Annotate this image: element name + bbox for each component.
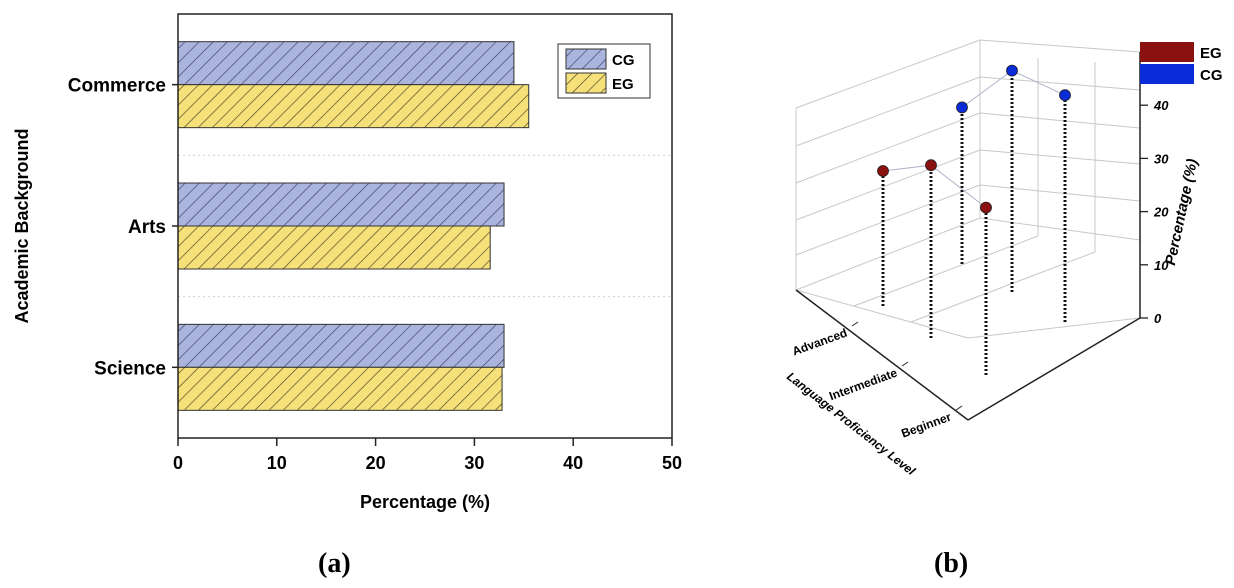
legend: CG EG — [557, 43, 651, 99]
x-axis-ticks: 0 10 20 30 40 50 — [173, 438, 682, 473]
grid-lines — [178, 154, 672, 298]
legend-swatch-cg — [565, 48, 607, 70]
legend-label-cg: CG — [1200, 67, 1223, 84]
chart-a: Science Arts Commerce 0 10 20 30 40 50 Percenta… — [12, 13, 682, 512]
y-axis-ticks: Science Arts Commerce — [68, 76, 178, 379]
x-tick-mark — [851, 321, 859, 327]
legend-label-eg: EG — [612, 76, 634, 93]
bar-eg-commerce — [177, 84, 530, 129]
bar-cg-commerce — [177, 41, 515, 86]
bar-cg-science — [177, 323, 505, 368]
legend-swatch-eg — [565, 72, 607, 94]
y-tick-label: Science — [94, 358, 166, 379]
point-eg-intermediate — [925, 159, 937, 172]
point-cg-beginner — [1059, 89, 1071, 102]
point-eg-advanced — [877, 165, 889, 177]
x-tick-label: Advanced — [790, 326, 849, 359]
x-tick-label: 20 — [366, 453, 386, 473]
panel-label-a: (a) — [318, 548, 351, 579]
y-tick-label: Commerce — [68, 76, 166, 97]
legend-label-cg: CG — [612, 52, 635, 69]
z-tick-label: 0 — [1154, 311, 1162, 326]
y-tick-label: Arts — [128, 217, 166, 238]
bar-eg-arts — [177, 225, 491, 270]
x-tick-label: Beginner — [899, 410, 953, 441]
z-tick-label: 30 — [1154, 151, 1169, 166]
z-tick-label: 40 — [1153, 98, 1169, 113]
x-tick-label: 0 — [173, 453, 183, 473]
series-line-eg — [882, 164, 987, 208]
point-eg-beginner — [980, 201, 992, 214]
data-points — [877, 64, 1071, 214]
x-tick-label: 30 — [464, 453, 484, 473]
x-tick-label: 50 — [662, 453, 682, 473]
x-axis-label: Percentage (%) — [360, 492, 490, 512]
z-tick-label: 10 — [1154, 258, 1169, 273]
y-axis-label: Academic Background — [12, 128, 32, 323]
x-tick-label: 40 — [563, 453, 583, 473]
x-tick-label: Intermediate — [827, 366, 899, 404]
z-tick-label: 20 — [1153, 205, 1169, 220]
bars-group — [177, 41, 530, 411]
legend-label-eg: EG — [1200, 45, 1222, 62]
bar-eg-science — [177, 366, 503, 411]
legend-swatch-eg — [1140, 42, 1194, 62]
x-tick-mark — [901, 361, 909, 367]
point-cg-advanced — [956, 101, 968, 114]
cube-frame — [795, 39, 1141, 339]
point-cg-intermediate — [1006, 64, 1018, 77]
drop-lines — [881, 70, 1067, 375]
x-tick-mark — [955, 405, 963, 411]
x-axis-line — [795, 289, 969, 421]
panel-label-b: (b) — [934, 548, 969, 579]
legend-swatch-cg — [1140, 64, 1194, 84]
bar-cg-arts — [177, 182, 505, 227]
floor-right-edge — [967, 317, 1141, 421]
legend: EG CG — [1140, 42, 1223, 84]
x-tick-label: 10 — [267, 453, 287, 473]
